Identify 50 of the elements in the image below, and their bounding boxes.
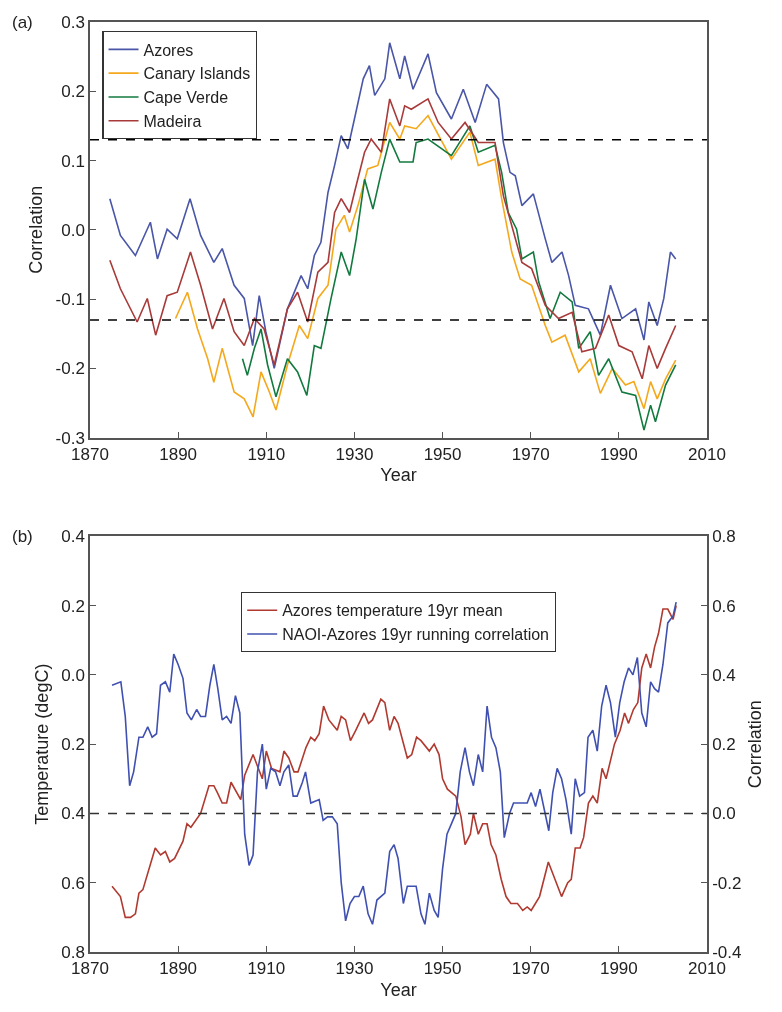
y2-tick-label: 0.4 [712,665,736,685]
y-tick-label: 0.3 [61,12,85,32]
x-tick-label: 1950 [423,959,462,979]
x-tick-label: 2010 [688,959,726,979]
x-axis-title: Year [380,979,417,1000]
y-tick-label: 0.2 [61,735,85,755]
y2-axis-title: Correlation [745,700,766,789]
line-series [241,125,677,431]
y-tick-label: 0.1 [61,151,85,171]
y-tick-label: 0.6 [61,873,85,893]
x-tick-label: 1990 [599,444,638,464]
x-tick-label: 1890 [159,444,198,464]
y2-tick-label: -0.2 [712,873,742,893]
x-tick-label: 1910 [247,444,286,464]
text: (a) [12,13,33,32]
x-tick-label: 1950 [423,444,462,464]
y2-tick-label: 0.8 [712,527,736,547]
legend-label: Azores [143,41,194,59]
y-tick-label: 0.2 [61,596,85,616]
x-tick-label: 1970 [511,959,550,979]
x-tick-label: 1990 [599,959,638,979]
legend-label: Cape Verde [143,89,229,107]
y-tick-label: -0.1 [55,290,85,310]
y2-tick-label: 0.6 [712,596,736,616]
text: (b) [12,527,33,546]
line-series [109,41,677,370]
x-tick-label: 1910 [247,959,286,979]
y-axis-title: Correlation [26,185,47,274]
y2-tick-label: -0.4 [712,942,742,962]
x-tick-label: 1930 [335,959,374,979]
y2-tick-label: 0.2 [712,735,736,755]
y-tick-label: 0.0 [61,665,85,685]
x-tick-label: 2010 [688,444,726,464]
legend-label: Canary Islands [143,65,251,83]
x-axis-title: Year [380,465,417,486]
x-tick-label: 1930 [335,444,374,464]
legend-label: Azores temperature 19yr mean [282,602,503,620]
x-tick-label: 1970 [511,444,550,464]
y-tick-label: 0.2 [61,82,85,102]
legend-label: NAOI-Azores 19yr running correlation [282,626,549,644]
y-tick-label: 0.4 [61,804,85,824]
x-tick-label: 1890 [159,959,198,979]
legend-label: Madeira [143,112,202,130]
y-tick-label: -0.2 [55,359,85,379]
y-tick-label: 0.8 [61,942,85,962]
y-tick-label: 0.0 [61,220,85,240]
x-tick-label: 1870 [71,959,109,979]
y-tick-label: 0.4 [61,527,85,547]
y2-tick-label: 0.0 [712,804,736,824]
y-axis-title: Temperature (degC) [31,663,52,825]
